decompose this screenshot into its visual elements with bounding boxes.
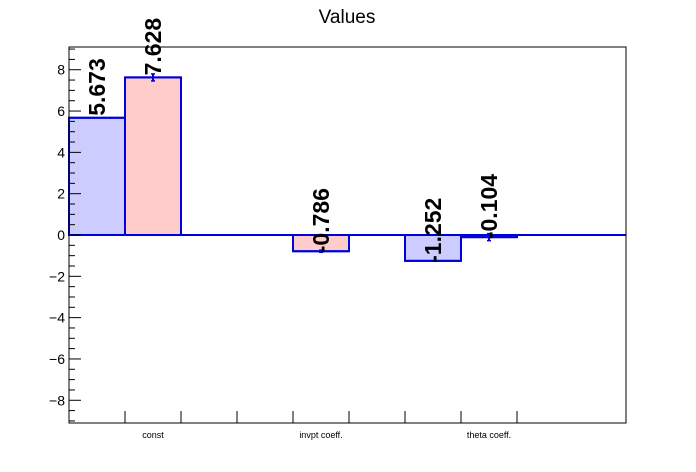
bar-1 [124,76,182,236]
data-label-1: 7.628 [140,18,166,76]
bars-layer [68,73,626,262]
data-label-2: -0.786 [308,188,334,253]
y-tick-label-1: −6 [49,351,65,367]
chart-title: Values [319,7,376,28]
data-label-4: -0.104 [476,174,502,239]
y-tick-label-7: 6 [57,103,65,119]
y-tick-label-6: 4 [57,144,65,160]
bar-3 [404,234,462,262]
x-category-label-0: const [142,430,164,440]
y-tick-label-8: 8 [57,62,65,78]
x-category-label-2: theta coeff. [467,430,511,440]
x-axis: const invpt coeff. theta coeff. [124,411,518,440]
data-labels: 5.673 7.628 -0.786 -1.252 -0.104 [84,18,502,263]
y-tick-label-2: −4 [49,310,65,326]
data-label-3: -1.252 [420,198,446,263]
y-tick-label-0: −8 [49,392,65,408]
y-tick-label-5: 2 [57,186,65,202]
y-axis: −8 −6 −4 −2 0 2 4 6 8 [49,48,81,422]
data-label-0: 5.673 [84,58,110,116]
x-category-label-1: invpt coeff. [299,430,342,440]
y-tick-label-3: −2 [49,268,65,284]
bar-0 [68,116,126,236]
y-tick-label-4: 0 [57,227,65,243]
